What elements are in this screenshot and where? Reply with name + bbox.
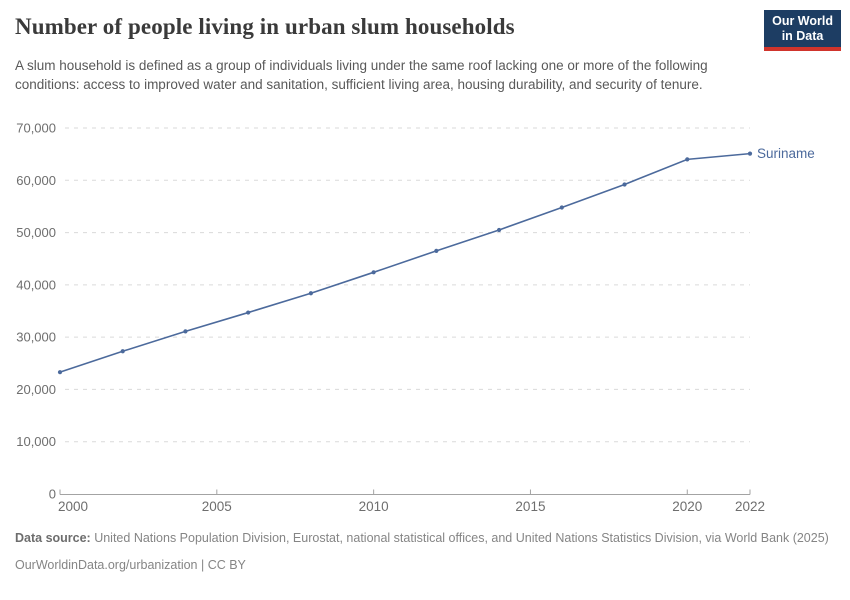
y-tick-label: 10,000 <box>16 434 56 449</box>
x-tick-label: 2015 <box>515 499 545 514</box>
line-chart[interactable]: 0 10,000 20,000 30,000 40,000 50,000 60,000 70,… <box>0 115 850 525</box>
y-tick-label: 20,000 <box>16 382 56 397</box>
data-point[interactable] <box>559 205 564 210</box>
data-point[interactable] <box>183 329 188 334</box>
chart-subtitle: A slum household is defined as a group o… <box>15 58 708 93</box>
y-tick-label: 40,000 <box>16 277 56 292</box>
y-tick-label: 70,000 <box>16 121 56 136</box>
y-tick-label: 60,000 <box>16 173 56 188</box>
data-point[interactable] <box>622 182 627 187</box>
y-tick-label: 0 <box>49 487 56 502</box>
x-tick-label: 2005 <box>202 499 232 514</box>
data-point[interactable] <box>496 227 502 233</box>
data-source-text: United Nations Population Division, Euro… <box>90 531 829 545</box>
data-point[interactable] <box>120 349 125 354</box>
data-point[interactable] <box>371 270 376 275</box>
data-point[interactable] <box>246 310 251 315</box>
chart-footer: Data source: United Nations Population D… <box>15 529 837 574</box>
page-title: Number of people living in urban slum ho… <box>15 14 515 39</box>
data-point[interactable] <box>747 151 753 156</box>
owid-logo-line2: in Data <box>781 29 824 43</box>
y-tick-label: 50,000 <box>16 225 56 240</box>
data-point[interactable] <box>308 291 314 296</box>
x-tick-label: 2020 <box>672 499 702 514</box>
data-point[interactable] <box>685 157 690 162</box>
series-label-suriname[interactable]: Suriname <box>757 146 815 161</box>
data-source-label: Data source: <box>15 531 91 545</box>
y-tick-label: 30,000 <box>16 330 56 345</box>
owid-logo[interactable]: Our World in Data <box>764 10 841 51</box>
footer-link-line[interactable]: OurWorldinData.org/urbanization | CC BY <box>15 558 246 573</box>
x-tick-label: 2022 <box>735 499 765 514</box>
data-source-line: Data source: United Nations Population D… <box>15 529 837 547</box>
line-chart-svg[interactable]: 0 10,000 20,000 30,000 40,000 50,000 60,000 70,… <box>0 115 850 525</box>
x-tick-label: 2000 <box>58 499 88 514</box>
data-point[interactable] <box>434 248 439 253</box>
data-line-suriname[interactable] <box>59 152 751 373</box>
x-tick-label: 2010 <box>359 499 389 514</box>
data-point[interactable] <box>57 370 63 375</box>
owid-logo-line1: Our World <box>772 14 833 28</box>
